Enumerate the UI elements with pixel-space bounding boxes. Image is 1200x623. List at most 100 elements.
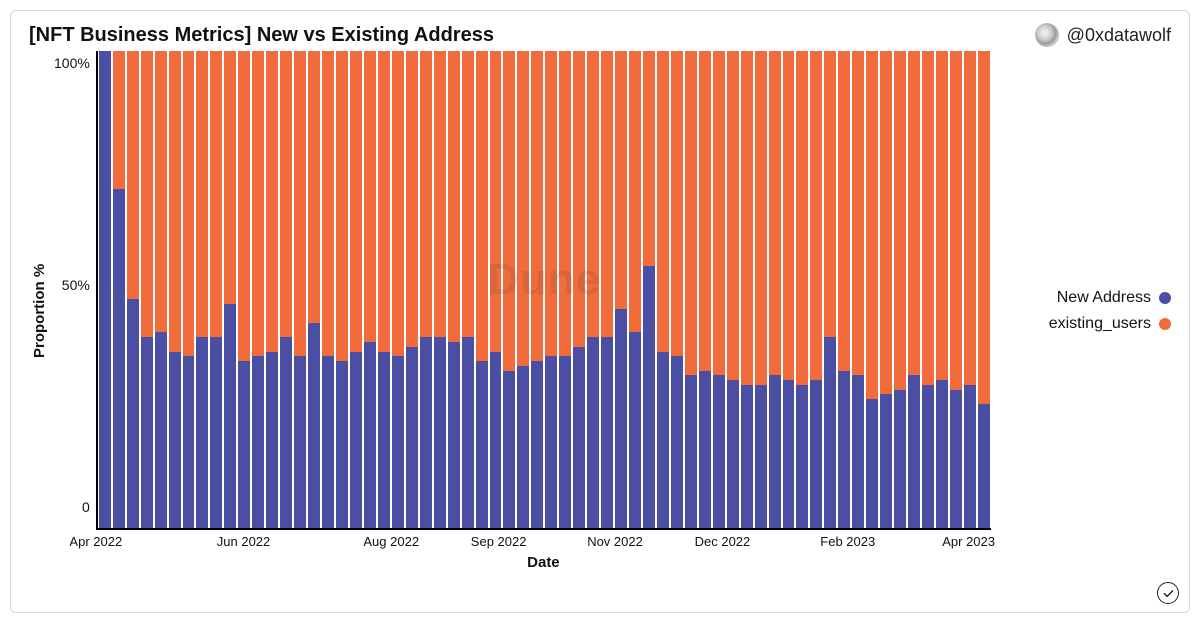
bar[interactable] <box>252 51 264 528</box>
bar[interactable] <box>224 51 236 528</box>
bar[interactable] <box>127 51 139 528</box>
bar-segment-existing <box>755 51 767 385</box>
bar[interactable] <box>866 51 878 528</box>
bar[interactable] <box>713 51 725 528</box>
bar[interactable] <box>810 51 822 528</box>
bar-segment-existing <box>448 51 460 342</box>
bar-segment-existing <box>615 51 627 309</box>
bar[interactable] <box>210 51 222 528</box>
bar[interactable] <box>169 51 181 528</box>
bar[interactable] <box>322 51 334 528</box>
bar[interactable] <box>964 51 976 528</box>
author-block[interactable]: @0xdatawolf <box>1035 23 1171 47</box>
bar[interactable] <box>852 51 864 528</box>
bar[interactable] <box>308 51 320 528</box>
bar[interactable] <box>517 51 529 528</box>
bar-segment-existing <box>866 51 878 399</box>
bar-segment-existing <box>643 51 655 266</box>
bar[interactable] <box>685 51 697 528</box>
bar[interactable] <box>629 51 641 528</box>
bar[interactable] <box>796 51 808 528</box>
bar-segment-new <box>127 299 139 528</box>
bar-segment-new <box>769 375 781 528</box>
bar[interactable] <box>783 51 795 528</box>
bar[interactable] <box>294 51 306 528</box>
bar[interactable] <box>266 51 278 528</box>
legend-swatch-icon <box>1159 318 1171 330</box>
verify-button[interactable] <box>1157 582 1179 604</box>
bar[interactable] <box>769 51 781 528</box>
bar[interactable] <box>531 51 543 528</box>
author-handle: @0xdatawolf <box>1067 25 1171 46</box>
bar[interactable] <box>378 51 390 528</box>
bar[interactable] <box>643 51 655 528</box>
bar-segment-existing <box>406 51 418 347</box>
bar[interactable] <box>755 51 767 528</box>
bar[interactable] <box>448 51 460 528</box>
bar-segment-new <box>155 332 167 528</box>
bar-segment-new <box>113 189 125 528</box>
bar[interactable] <box>936 51 948 528</box>
bar[interactable] <box>601 51 613 528</box>
bar[interactable] <box>406 51 418 528</box>
bar[interactable] <box>490 51 502 528</box>
bar[interactable] <box>196 51 208 528</box>
bar-segment-new <box>238 361 250 528</box>
bar[interactable] <box>657 51 669 528</box>
bar[interactable] <box>141 51 153 528</box>
bar[interactable] <box>183 51 195 528</box>
bar[interactable] <box>615 51 627 528</box>
bar[interactable] <box>336 51 348 528</box>
bar[interactable] <box>280 51 292 528</box>
legend-item-existing-users[interactable]: existing_users <box>1009 315 1171 333</box>
bar[interactable] <box>545 51 557 528</box>
bar[interactable] <box>420 51 432 528</box>
bar[interactable] <box>671 51 683 528</box>
bar-segment-new <box>852 375 864 528</box>
bar[interactable] <box>573 51 585 528</box>
bar[interactable] <box>99 51 111 528</box>
bar-segment-existing <box>880 51 892 394</box>
bar[interactable] <box>894 51 906 528</box>
bar-segment-existing <box>336 51 348 361</box>
bar[interactable] <box>476 51 488 528</box>
bar[interactable] <box>741 51 753 528</box>
bar-segment-new <box>964 385 976 528</box>
bar[interactable] <box>350 51 362 528</box>
bar-segment-existing <box>601 51 613 337</box>
bar-segment-new <box>350 352 362 528</box>
bar-segment-existing <box>210 51 222 337</box>
bar[interactable] <box>434 51 446 528</box>
legend-item-new-address[interactable]: New Address <box>1009 289 1171 307</box>
bar-segment-new <box>727 380 739 528</box>
bar-segment-new <box>922 385 934 528</box>
y-tick: 0 <box>82 499 90 515</box>
bar[interactable] <box>503 51 515 528</box>
bar[interactable] <box>950 51 962 528</box>
bar[interactable] <box>727 51 739 528</box>
bar[interactable] <box>559 51 571 528</box>
bar-segment-new <box>866 399 878 528</box>
bar[interactable] <box>238 51 250 528</box>
bar[interactable] <box>880 51 892 528</box>
bar[interactable] <box>364 51 376 528</box>
bar-segment-existing <box>769 51 781 375</box>
bar-segment-existing <box>810 51 822 380</box>
bar[interactable] <box>978 51 990 528</box>
bar[interactable] <box>824 51 836 528</box>
bar[interactable] <box>922 51 934 528</box>
bar[interactable] <box>587 51 599 528</box>
bar[interactable] <box>699 51 711 528</box>
bar[interactable] <box>155 51 167 528</box>
bar-segment-existing <box>196 51 208 337</box>
bar[interactable] <box>838 51 850 528</box>
bar-segment-new <box>252 356 264 528</box>
bar-segment-new <box>908 375 920 528</box>
bar[interactable] <box>908 51 920 528</box>
bar-segment-existing <box>741 51 753 385</box>
bar[interactable] <box>462 51 474 528</box>
bar[interactable] <box>113 51 125 528</box>
bar-segment-existing <box>824 51 836 337</box>
bar[interactable] <box>392 51 404 528</box>
bar-segment-new <box>699 371 711 528</box>
